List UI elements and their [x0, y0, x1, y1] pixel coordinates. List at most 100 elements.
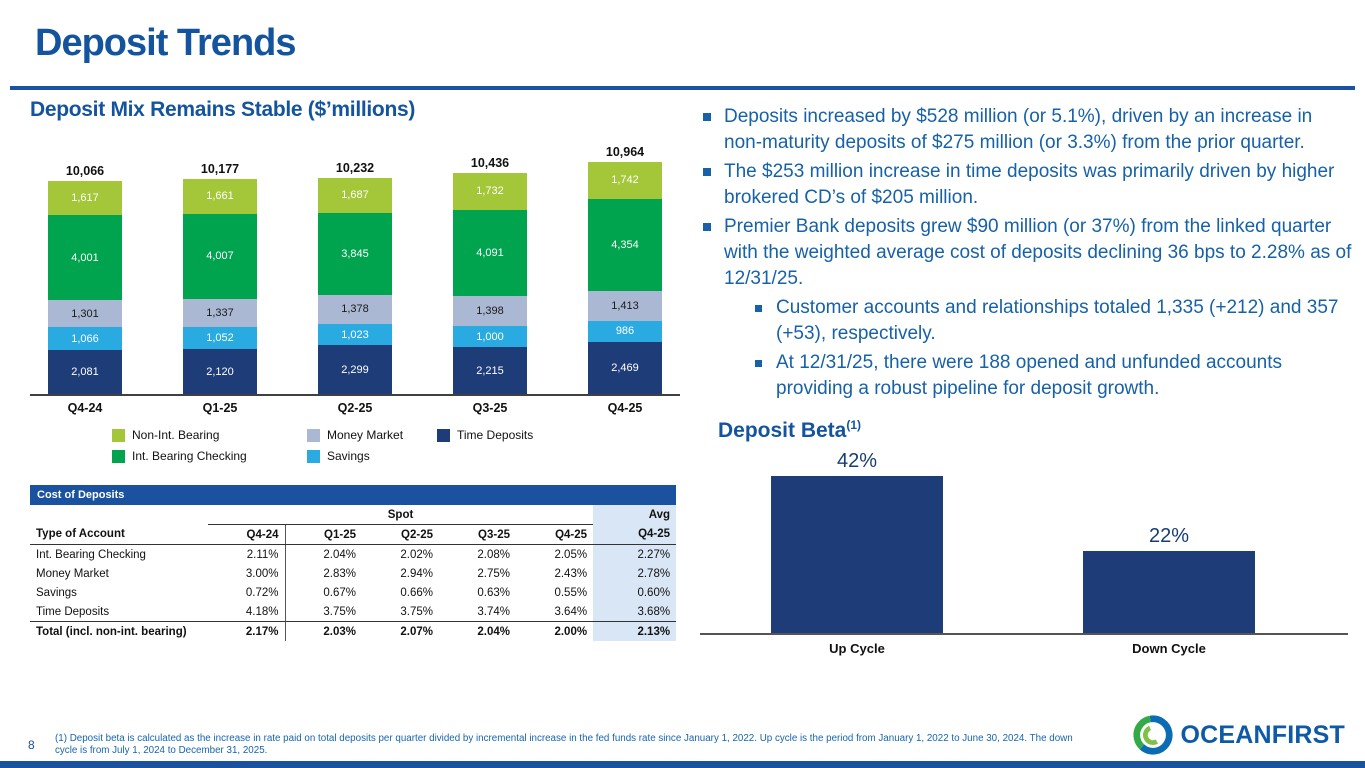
bar-segment: 1,661 [183, 178, 257, 214]
legend-swatch [112, 428, 125, 442]
table-row: Int. Bearing Checking 2.11% 2.04% 2.02% 2.08… [30, 544, 677, 564]
x-axis-label: Q1-25 [202, 401, 238, 415]
cost-of-deposits-table: Cost of Deposits Spot Avg Type of Accoun… [30, 485, 677, 641]
legend-item: Savings [307, 449, 437, 463]
column-header: Q3-25 [439, 524, 516, 545]
bar-segment: 4,007 [183, 213, 257, 299]
bar-segment: 1,337 [183, 298, 257, 327]
legend-swatch [307, 449, 320, 463]
cell-value: 3.00% [245, 567, 279, 580]
column-header: Q2-25 [362, 524, 439, 545]
table-row: Savings 0.72% 0.67% 0.66% 0.63% 0.55% 0.60% [30, 583, 677, 602]
column-header: Q1-25 [284, 524, 362, 545]
legend-item: Money Market [307, 428, 437, 442]
cell-value: 3.75% [400, 605, 433, 618]
bar-segment: 4,354 [588, 198, 662, 292]
group-header-row: Spot Avg [30, 505, 677, 525]
bar-segment: 1,398 [453, 296, 527, 326]
deposit-beta-heading: Deposit Beta(1) [718, 418, 1352, 443]
row-label: Int. Bearing Checking [36, 548, 146, 561]
bar-segment: 1,687 [318, 177, 392, 214]
legend-label: Int. Bearing Checking [132, 449, 247, 463]
x-axis-label: Q4-24 [67, 401, 103, 415]
bottom-accent-bar [0, 761, 1365, 768]
bar-segment: 1,413 [588, 291, 662, 321]
bar-segment: 1,378 [318, 294, 392, 324]
cell-value: 0.66% [400, 586, 433, 599]
bullet-item: At 12/31/25, there were 188 opened and u… [752, 350, 1352, 402]
cell-value: 2.08% [477, 548, 510, 561]
bar-segment: 1,052 [183, 326, 257, 350]
legend-swatch [307, 428, 320, 442]
cell-value: 2.04% [439, 621, 516, 641]
stacked-bar: 10,964 1,742 4,354 1,413 986 2,469 [588, 145, 662, 394]
page-number: 8 [28, 738, 35, 752]
bar-segment: 1,301 [48, 299, 122, 328]
bar-total-label: 10,964 [605, 145, 645, 160]
bar-segment: 4,001 [48, 215, 122, 300]
deposit-mix-chart: 10,066 1,617 4,001 1,301 1,066 2,081 10,177 1,6… [30, 132, 680, 463]
x-axis-label: Q4-25 [607, 401, 643, 415]
legend-label: Non-Int. Bearing [132, 428, 220, 442]
bar-total-label: 10,436 [470, 156, 510, 171]
deposit-mix-heading: Deposit Mix Remains Stable ($’millions) [30, 98, 416, 121]
avg-cell-value: 2.13% [593, 621, 677, 641]
cell-value: 2.11% [246, 548, 279, 561]
cell-value: 0.72% [245, 586, 279, 599]
avg-column-header: Q4-25 [593, 524, 677, 545]
title-divider [10, 86, 1355, 90]
x-axis-label: Q2-25 [337, 401, 373, 415]
deposit-mix-legend: Non-Int. Bearing Money Market Time Deposit… [112, 428, 680, 463]
cell-value: 0.67% [284, 583, 362, 602]
page-title: Deposit Trends [35, 22, 296, 64]
cell-value: 2.43% [554, 567, 588, 580]
cell-value: 3.75% [284, 602, 362, 622]
x-axis-label: Q3-25 [472, 401, 508, 415]
bar-segment: 2,299 [318, 345, 392, 394]
bar-value-label: 22% [1148, 525, 1190, 548]
bar-segment: 1,000 [453, 325, 527, 348]
bar-segment: 4,091 [453, 209, 527, 297]
cell-value: 2.03% [284, 621, 362, 641]
beta-categories: Up Cycle Down Cycle [700, 635, 1348, 659]
beta-plot: 42% 22% [700, 449, 1348, 636]
commentary-section: Deposits increased by $528 million (or 5… [700, 100, 1352, 659]
row-label: Money Market [36, 567, 109, 580]
footnote: (1) Deposit beta is calculated as the in… [55, 732, 1073, 757]
column-header: Q4-25 [516, 524, 594, 545]
cell-value: 0.63% [477, 586, 510, 599]
legend-label: Money Market [327, 428, 404, 442]
beta-bar [1083, 551, 1255, 634]
column-header: Type of Account [30, 524, 208, 545]
bar-value-label: 42% [836, 450, 878, 473]
cell-value: 4.18% [245, 605, 279, 618]
bar-total-label: 10,177 [200, 161, 240, 176]
deposit-mix-bars: 10,066 1,617 4,001 1,301 1,066 2,081 10,177 1,6… [30, 132, 680, 396]
stacked-bar: 10,436 1,732 4,091 1,398 1,000 2,215 [453, 156, 527, 394]
bar-segment: 2,215 [453, 347, 527, 394]
cost-table-title: Cost of Deposits [30, 485, 676, 505]
bar-total-label: 10,066 [65, 164, 105, 179]
bullet-item: Deposits increased by $528 million (or 5… [700, 104, 1352, 156]
legend-label: Time Deposits [457, 428, 534, 442]
table-row: Money Market 3.00% 2.83% 2.94% 2.75% 2.43% 2.7… [30, 564, 677, 583]
cell-value: 2.07% [362, 621, 439, 641]
cell-value: 2.94% [400, 567, 433, 580]
table-row: Total (incl. non-int. bearing) 2.17% 2.03%… [30, 621, 677, 641]
legend-item: Time Deposits [437, 428, 680, 442]
legend-item: Non-Int. Bearing [112, 428, 307, 442]
deposit-mix-categories: Q4-24 Q1-25 Q2-25 Q3-25 Q4-25 [30, 401, 680, 415]
cell-value: 2.05% [554, 548, 588, 561]
bar-total-label: 10,232 [335, 160, 375, 175]
deposit-beta-title: Deposit Beta [718, 419, 847, 443]
bar-segment: 2,469 [588, 341, 662, 394]
bar-segment: 986 [588, 320, 662, 342]
row-label: Time Deposits [36, 605, 110, 618]
column-header: Q4-24 [208, 524, 285, 545]
cell-value: 2.00% [516, 621, 594, 641]
cost-table: Spot Avg Type of Account Q4-24 Q1-25 Q2-25 Q… [30, 505, 677, 641]
footnote-marker: (1) [846, 418, 862, 433]
stacked-bar: 10,232 1,687 3,845 1,378 1,023 2,299 [318, 161, 392, 394]
deposit-beta-chart: 42% 22% Up Cycle Down Cycle [700, 449, 1352, 659]
row-label: Total (incl. non-int. bearing) [30, 621, 208, 641]
